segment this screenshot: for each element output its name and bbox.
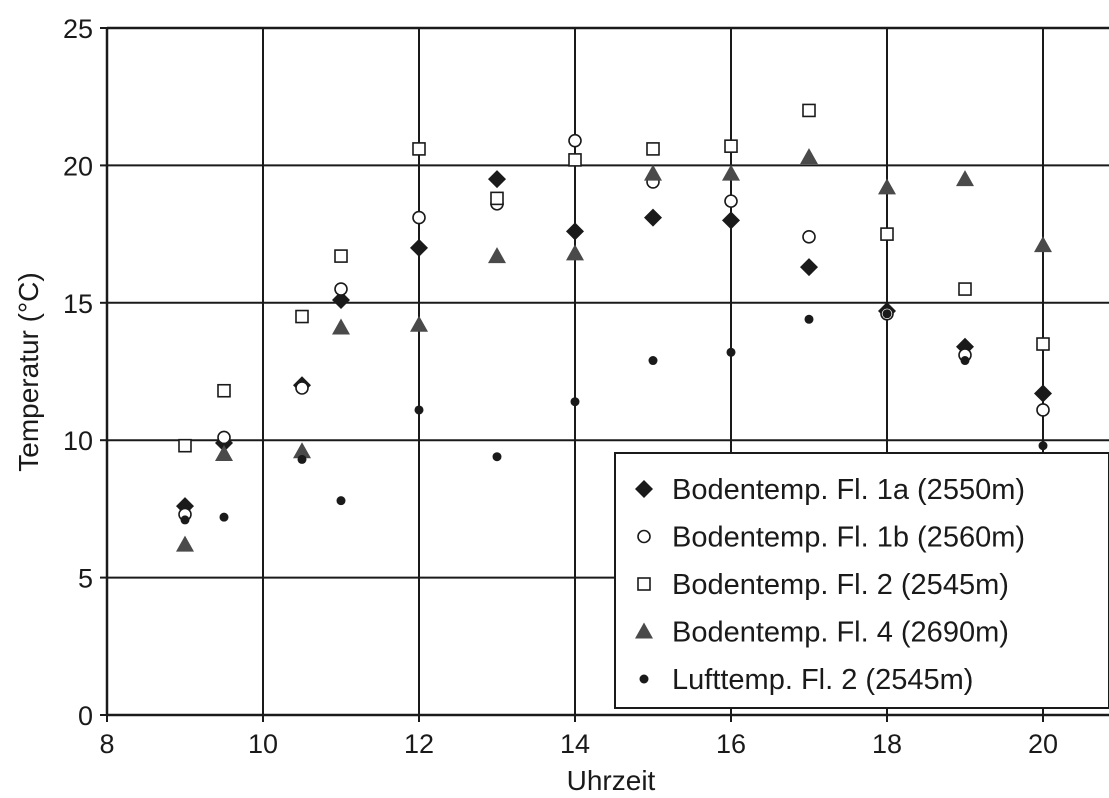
x-tick-label: 16	[716, 729, 746, 759]
data-point	[488, 247, 506, 264]
data-point	[960, 356, 970, 366]
data-point	[414, 405, 424, 415]
x-tick-label: 10	[248, 729, 278, 759]
data-point	[880, 227, 894, 241]
data-point	[644, 164, 662, 181]
y-tick-label: 25	[63, 14, 93, 44]
x-tick-label: 20	[1028, 729, 1058, 759]
data-point	[802, 230, 816, 244]
data-point	[295, 309, 309, 324]
data-point	[646, 142, 660, 156]
data-point	[492, 452, 502, 462]
legend-marker	[635, 480, 653, 498]
data-point	[882, 309, 892, 319]
legend-label: Bodentemp. Fl. 4 (2690m)	[672, 617, 1009, 649]
data-point	[176, 535, 194, 552]
y-tick-label: 10	[63, 426, 93, 456]
legend-label: Bodentemp. Fl. 2 (2545m)	[672, 569, 1009, 601]
data-point	[1038, 441, 1048, 451]
y-tick-label: 5	[78, 564, 93, 594]
data-point	[724, 194, 738, 208]
data-point	[568, 153, 582, 167]
x-tick-labels: 8 10 12 14 16 18 20	[99, 729, 1058, 759]
data-point	[297, 454, 307, 464]
data-point	[332, 318, 350, 335]
x-tick-label: 18	[872, 729, 902, 759]
data-point	[722, 164, 740, 181]
legend-marker	[635, 622, 653, 639]
data-point	[800, 148, 818, 165]
legend-label: Bodentemp. Fl. 1b (2560m)	[672, 522, 1025, 554]
data-point	[217, 383, 231, 398]
legend-marker	[637, 577, 651, 591]
data-point	[295, 381, 309, 395]
data-point	[800, 258, 818, 277]
data-point	[412, 142, 426, 156]
data-point	[726, 347, 736, 357]
series-3	[178, 103, 1050, 453]
data-point	[217, 430, 231, 445]
y-tick-label: 20	[63, 151, 93, 181]
data-point	[215, 444, 233, 461]
data-point	[178, 438, 192, 453]
y-tick-label: 15	[63, 289, 93, 319]
y-axis-title: Temperatur (°C)	[13, 272, 44, 471]
legend-label: Bodentemp. Fl. 1a (2550m)	[672, 474, 1025, 506]
data-point	[648, 356, 658, 366]
data-point	[219, 512, 229, 522]
data-point	[336, 496, 346, 506]
data-point	[488, 170, 506, 189]
data-point	[412, 210, 426, 225]
legend-box	[614, 452, 1109, 709]
y-tick-label: 0	[78, 701, 93, 731]
data-point	[1034, 236, 1052, 253]
data-point	[332, 291, 350, 310]
legend: Bodentemp. Fl. 1a (2550m) Bodentemp. Fl. …	[614, 452, 1109, 709]
data-point	[410, 238, 428, 257]
x-tick-label: 12	[404, 729, 434, 759]
series-4	[176, 148, 1052, 552]
data-point	[1034, 384, 1052, 403]
x-tick-label: 8	[99, 729, 114, 759]
data-point	[958, 282, 972, 296]
data-point	[570, 397, 580, 407]
data-point	[568, 133, 582, 148]
data-point	[1036, 337, 1050, 351]
data-point	[802, 103, 816, 118]
data-point	[410, 315, 428, 332]
x-axis-title: Uhrzeit	[567, 765, 656, 796]
data-point	[490, 191, 504, 206]
data-point	[293, 442, 311, 459]
data-point	[566, 222, 584, 241]
legend-label: Lufttemp. Fl. 2 (2545m)	[672, 664, 973, 696]
axes	[100, 26, 1109, 722]
data-point	[644, 208, 662, 227]
data-point	[956, 170, 974, 187]
data-point	[722, 211, 740, 230]
data-point	[1036, 403, 1050, 417]
data-point	[180, 515, 190, 525]
data-point	[804, 314, 814, 324]
legend-marker	[639, 674, 649, 684]
data-point	[566, 244, 584, 261]
data-points	[176, 103, 1052, 552]
data-point	[724, 139, 738, 153]
data-point	[334, 249, 348, 263]
x-tick-label: 14	[560, 729, 590, 759]
legend-marker	[637, 529, 651, 544]
data-point	[878, 178, 896, 195]
data-point	[334, 282, 348, 296]
y-tick-labels: 0 5 10 15 20 25	[63, 14, 93, 731]
series-5	[180, 309, 1048, 525]
